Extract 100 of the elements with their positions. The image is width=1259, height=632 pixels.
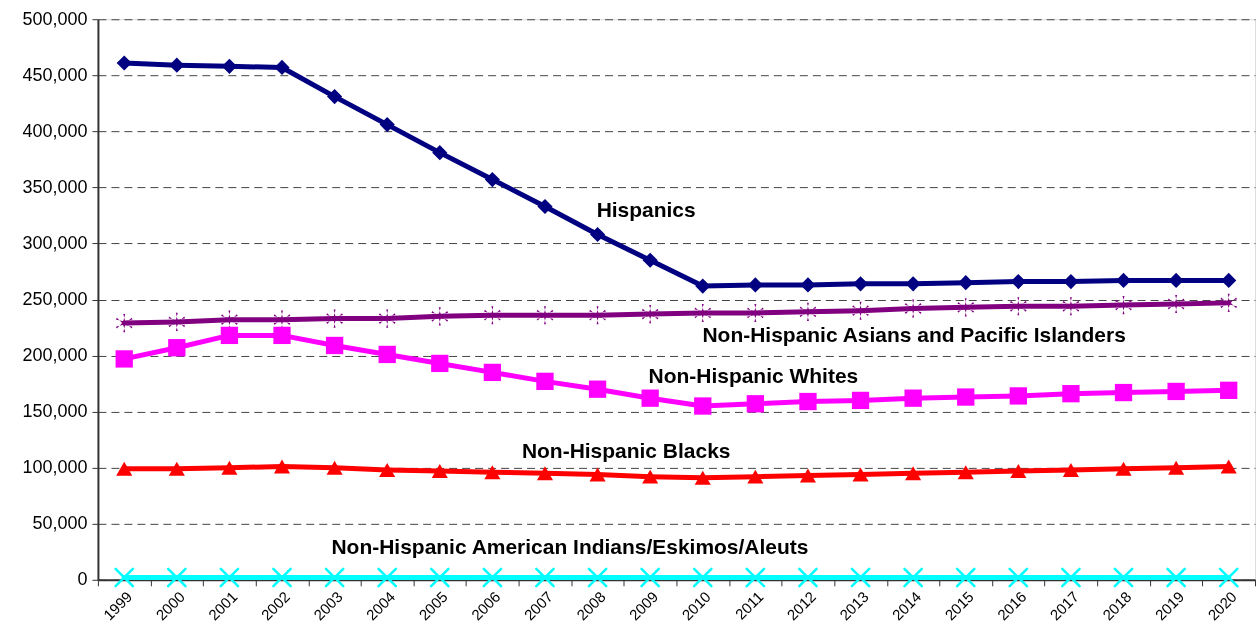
point [958,275,974,291]
point [957,298,975,317]
point [326,309,343,328]
point [799,302,817,321]
point [429,567,450,588]
point [483,363,502,382]
point [641,389,659,407]
y-tick-label: 250,000 [22,289,88,310]
point [378,309,396,328]
point [746,395,765,413]
point [272,567,292,588]
point [326,460,343,475]
point [220,326,239,345]
point [169,57,185,73]
y-tick-label: 200,000 [22,345,88,366]
point [587,567,608,588]
point [904,299,922,318]
point [221,58,237,74]
point [537,198,553,215]
point [484,306,501,325]
point [957,388,975,406]
point [640,567,661,588]
point [1062,297,1080,316]
point [166,567,187,588]
point [800,277,816,293]
point [1062,462,1079,477]
point [694,470,711,485]
point [852,301,869,320]
point [905,276,921,292]
point [692,567,713,588]
point [1115,461,1132,476]
point [851,391,870,410]
point [116,461,133,476]
y-tick-label: 300,000 [22,232,88,253]
point [642,252,658,268]
point [115,313,133,333]
point [1168,460,1185,475]
y-tick-label: 500,000 [22,8,88,29]
point [1115,296,1132,315]
point [904,389,922,407]
point [1114,383,1133,402]
point [484,465,501,480]
point [799,392,817,411]
point [273,459,291,474]
point [378,345,396,364]
point [431,354,449,373]
point [798,567,818,588]
point [1062,385,1080,403]
point [219,567,240,588]
point [589,467,606,482]
point [274,59,290,76]
point [1010,464,1027,479]
point [852,467,869,482]
point [484,171,500,188]
point [1009,297,1027,316]
point [273,326,291,345]
point [955,567,976,588]
point [747,469,764,484]
point [1220,381,1238,399]
point [168,339,186,357]
point [116,55,132,71]
series-label: Hispanics [596,198,696,222]
y-tick-label: 150,000 [22,401,88,422]
point [432,145,448,161]
y-tick-label: 350,000 [22,176,88,197]
point [431,464,448,479]
point [1010,274,1026,290]
point [377,567,398,588]
point [695,278,711,294]
point [1167,382,1185,401]
point [957,465,974,480]
point [745,567,766,588]
point [850,567,871,588]
y-tick-label: 100,000 [22,457,88,478]
point [221,310,238,329]
point [905,466,922,481]
point [536,306,554,325]
point [482,567,503,588]
point [1061,567,1081,588]
series-label: Non-Hispanic Whites [648,363,859,387]
point [589,306,606,325]
point [327,89,343,105]
y-tick-label: 0 [77,569,88,590]
point [221,460,238,475]
point [1113,567,1134,588]
point [379,117,395,133]
point [115,350,133,368]
point [799,468,816,483]
point [589,226,606,243]
point [641,305,659,324]
point [1008,567,1029,588]
series-label: Non-Hispanic Asians and Pacific Islanders [702,323,1126,347]
point [431,307,449,326]
point [1167,294,1185,314]
point [1009,387,1027,405]
point [325,336,344,355]
point [168,312,186,332]
point [694,397,712,415]
point [1220,459,1237,474]
y-tick-label: 450,000 [22,64,88,85]
